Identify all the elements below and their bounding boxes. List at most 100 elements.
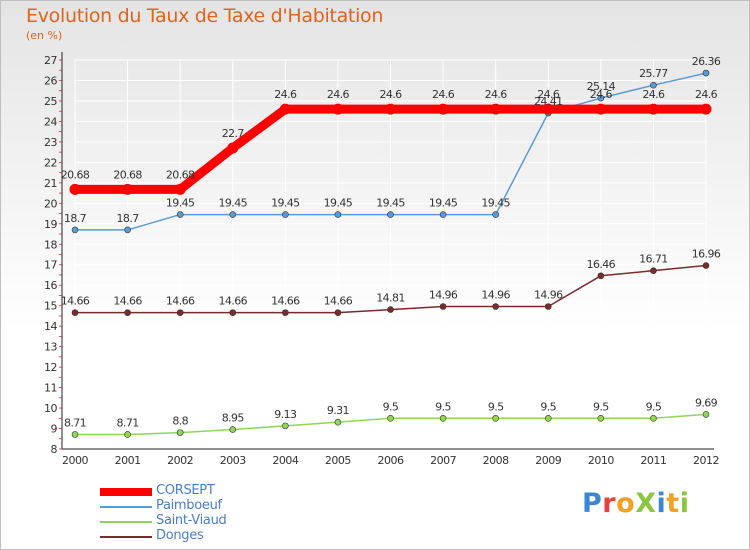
legend-label: Saint-Viaud <box>156 513 227 528</box>
data-label: 24.6 <box>379 88 402 101</box>
chart-subtitle: (en %) <box>26 29 63 42</box>
data-label: 16.46 <box>587 258 616 271</box>
legend-swatch <box>100 506 152 508</box>
x-tick-label: 2003 <box>220 454 246 467</box>
logo-letter: i <box>679 488 690 519</box>
y-tick-label: 26 <box>44 74 57 87</box>
data-label: 9.5 <box>435 400 451 413</box>
x-tick-label: 2012 <box>693 454 719 467</box>
data-point <box>227 142 239 154</box>
data-point <box>595 103 607 115</box>
x-tick-label: 2002 <box>167 454 193 467</box>
data-point <box>650 267 657 274</box>
y-tick-label: 13 <box>44 341 57 354</box>
data-point <box>702 69 710 77</box>
data-point <box>282 211 289 218</box>
y-tick-label: 18 <box>44 238 57 251</box>
data-label: 19.45 <box>481 197 510 210</box>
data-label: 24.41 <box>534 95 563 108</box>
data-point <box>702 262 710 269</box>
data-label: 25.14 <box>587 80 616 93</box>
data-point <box>229 426 237 433</box>
data-label: 18.7 <box>117 212 140 225</box>
y-tick-label: 16 <box>44 279 57 292</box>
y-tick-label: 14 <box>44 320 57 333</box>
data-point <box>597 94 605 102</box>
data-label: 14.66 <box>324 295 353 308</box>
y-tick-label: 22 <box>44 156 57 169</box>
data-label: 19.45 <box>324 197 353 210</box>
data-label: 20.68 <box>113 168 142 181</box>
x-tick-label: 2001 <box>115 454 141 467</box>
x-tick-label: 2006 <box>378 454 404 467</box>
data-label: 20.68 <box>166 168 195 181</box>
data-label: 14.66 <box>166 295 195 308</box>
data-point <box>439 414 447 422</box>
data-label: 24.6 <box>642 88 665 101</box>
data-label: 24.6 <box>327 88 350 101</box>
x-tick-label: 2005 <box>325 454 351 467</box>
data-label: 24.6 <box>537 88 560 101</box>
y-tick-label: 27 <box>44 54 57 67</box>
data-label: 24.6 <box>274 88 297 101</box>
data-point <box>282 422 289 430</box>
data-point <box>279 103 291 115</box>
data-point <box>647 103 659 115</box>
data-point <box>71 431 79 438</box>
data-point <box>124 431 131 438</box>
data-point <box>176 429 184 436</box>
data-point <box>122 183 134 195</box>
data-point <box>700 103 712 115</box>
proxiti-logo: ProXiti <box>582 488 689 519</box>
data-label: 14.66 <box>113 295 142 308</box>
logo-letter: r <box>602 488 617 519</box>
data-label: 9.5 <box>593 400 609 413</box>
data-label: 14.81 <box>376 292 405 305</box>
data-label: 14.96 <box>534 289 563 302</box>
data-point <box>387 414 394 422</box>
y-tick-label: 15 <box>44 300 57 313</box>
data-point <box>71 309 79 316</box>
y-tick-label: 21 <box>44 177 57 190</box>
data-point <box>334 418 342 426</box>
data-label: 19.45 <box>376 197 405 210</box>
legend-swatch <box>100 536 152 538</box>
x-tick-label: 2007 <box>430 454 456 467</box>
data-label: 9.69 <box>695 396 718 409</box>
data-point <box>492 211 499 218</box>
y-tick-label: 24 <box>44 115 57 128</box>
legend-label: Paimboeuf <box>156 498 222 513</box>
grid <box>74 59 707 450</box>
data-label: 16.71 <box>639 253 668 266</box>
data-label: 9.5 <box>488 400 504 413</box>
data-point <box>71 226 79 234</box>
data-label: 22.7 <box>222 127 245 140</box>
data-label: 14.66 <box>271 295 300 308</box>
data-label: 19.45 <box>429 197 458 210</box>
data-point <box>334 211 342 218</box>
data-label: 14.96 <box>481 289 510 302</box>
data-label: 16.96 <box>692 248 721 261</box>
data-point <box>702 411 710 418</box>
data-label: 8.8 <box>172 415 188 428</box>
data-labels: 18.7 18.7 19.45 19.45 19.45 19.45 19.45 19.45 19… <box>61 55 722 429</box>
data-point <box>387 211 394 218</box>
data-label: 26.36 <box>692 55 721 68</box>
logo-letter: i <box>656 488 667 519</box>
chart-title: Evolution du Taux de Taxe d'Habitation <box>26 5 384 27</box>
data-point <box>282 309 289 316</box>
data-label: 19.45 <box>219 197 248 210</box>
y-tick-label: 19 <box>44 218 57 231</box>
axes: 8 9 10 11 12 13 14 15 16 17 18 19 20 21 22 23 24 25 26 27 20… <box>44 52 720 467</box>
x-tick-label: 2000 <box>62 454 88 467</box>
y-tick-label: 12 <box>44 361 57 374</box>
data-label: 19.45 <box>166 197 195 210</box>
x-tick-label: 2004 <box>272 454 298 467</box>
data-point <box>597 414 605 422</box>
x-tick-label: 2011 <box>640 454 666 467</box>
x-tick-label: 2009 <box>535 454 561 467</box>
data-point <box>492 414 499 422</box>
data-label: 19.45 <box>271 197 300 210</box>
logo-letter: X <box>635 488 657 519</box>
